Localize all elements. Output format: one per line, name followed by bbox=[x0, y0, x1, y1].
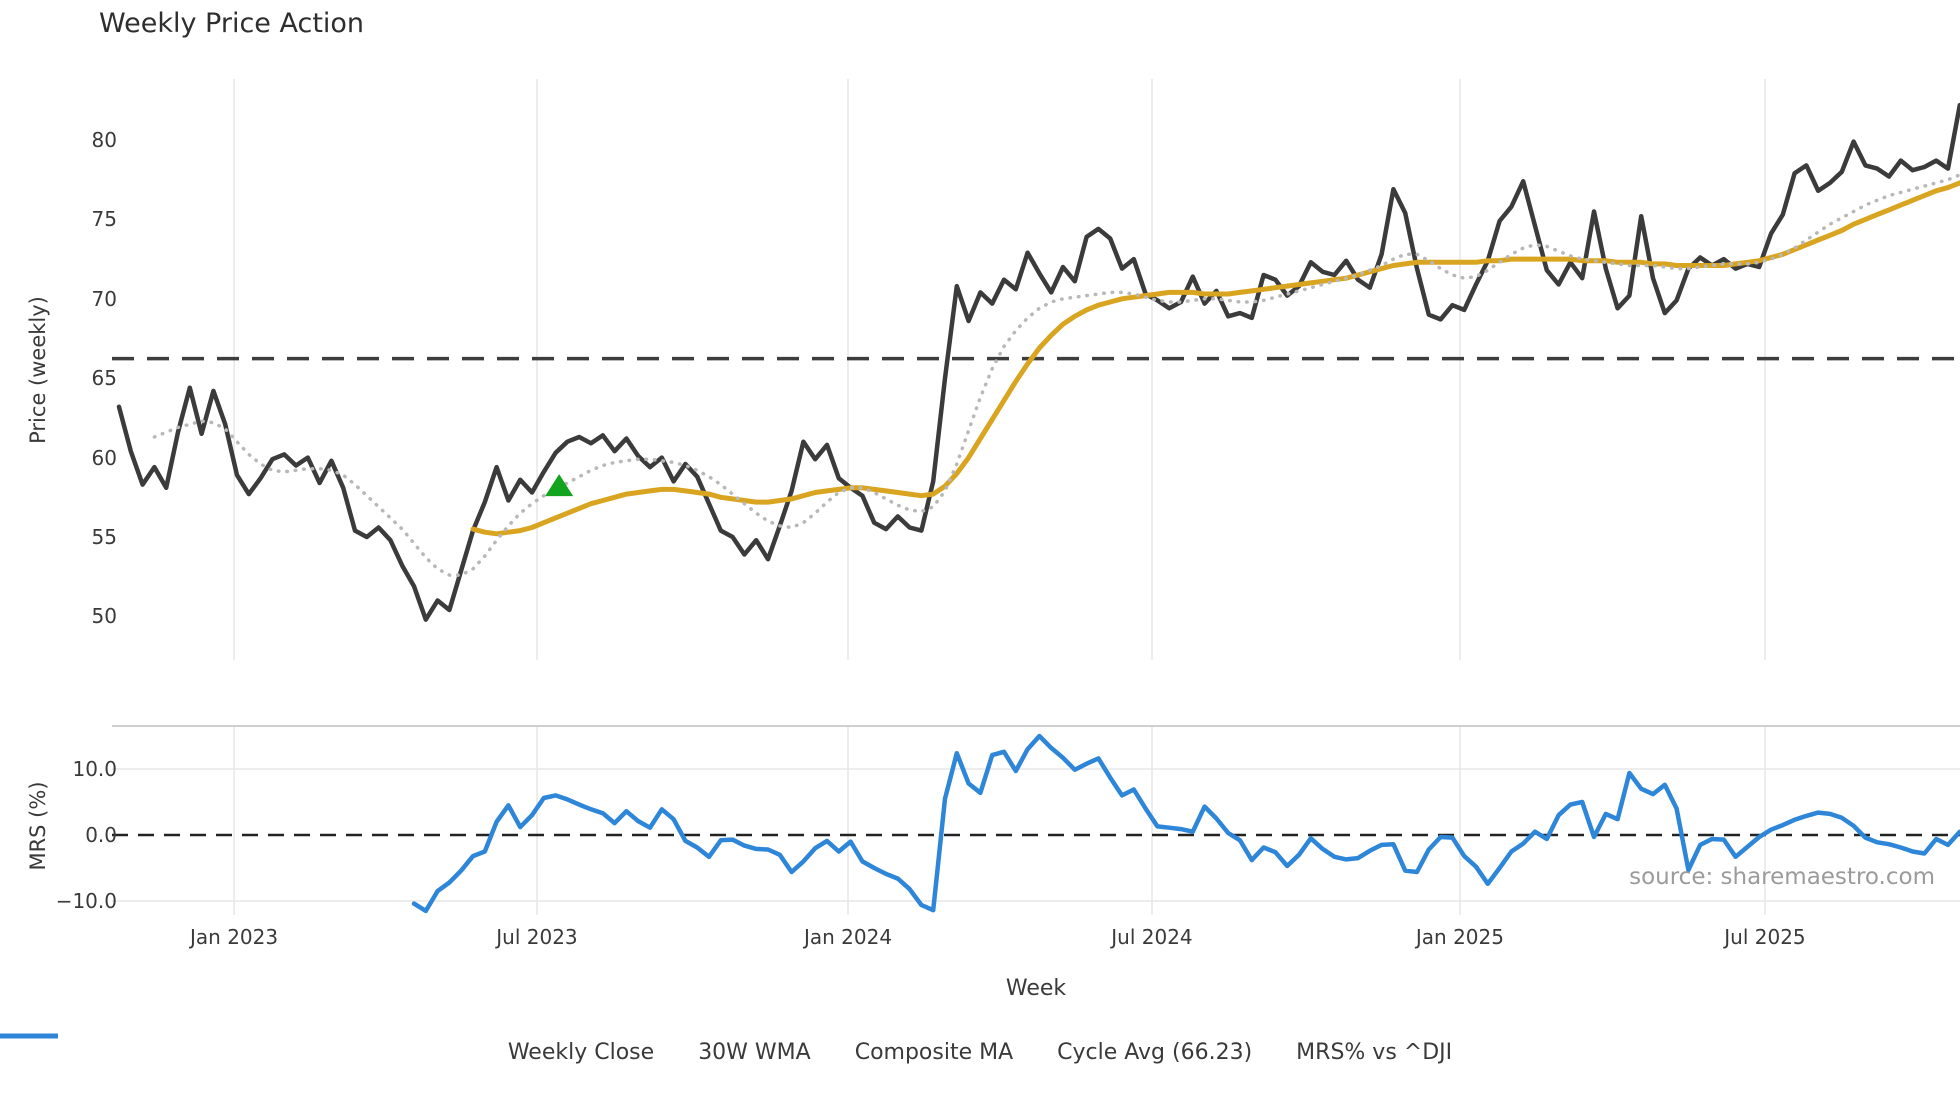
price-y-tick-label: 70 bbox=[91, 286, 117, 311]
x-tick-label: Jul 2025 bbox=[1724, 925, 1806, 949]
mrs-line bbox=[411, 733, 1960, 914]
mrs-y-tick-label: 10.0 bbox=[72, 757, 117, 781]
mrs-y-tick-label: 0.0 bbox=[85, 823, 117, 847]
x-tick-label: Jan 2025 bbox=[1415, 925, 1504, 949]
legend-item-weekly-close: Weekly Close bbox=[0, 1033, 655, 1065]
legend-item-composite-ma: Composite MA bbox=[0, 1034, 1014, 1065]
legend-label: Weekly Close bbox=[507, 1039, 655, 1065]
composite-ma-line bbox=[152, 173, 1960, 577]
legend-label: Cycle Avg (66.23) bbox=[1057, 1039, 1253, 1065]
legend-label: MRS% vs ^DJI bbox=[1296, 1039, 1453, 1065]
price-y-tick-label: 60 bbox=[91, 445, 117, 470]
chart-title: Weekly Price Action bbox=[99, 8, 365, 39]
legend-label: 30W WMA bbox=[698, 1039, 811, 1065]
source-annotation: source: sharemaestro.com bbox=[1629, 864, 1935, 890]
wma-30w-line bbox=[470, 180, 1960, 537]
mrs-y-tick-label: −10.0 bbox=[55, 889, 117, 913]
x-tick-label: Jul 2023 bbox=[496, 925, 578, 949]
mrs-line-swatch-icon bbox=[0, 1033, 58, 1039]
price-y-tick-label: 50 bbox=[91, 604, 117, 629]
legend-item-cycle-avg: Cycle Avg (66.23) bbox=[0, 1034, 1253, 1065]
price-y-tick-label: 80 bbox=[91, 128, 117, 152]
x-tick-label: Jul 2024 bbox=[1111, 925, 1193, 949]
weekly-close-line bbox=[116, 102, 1960, 622]
price-y-tick-label: 55 bbox=[91, 525, 117, 549]
buy-signal-triangle bbox=[545, 474, 574, 497]
legend: Weekly Close 30W WMA Composite MA Cycle … bbox=[0, 1032, 1960, 1072]
legend-label: Composite MA bbox=[854, 1039, 1014, 1065]
price-y-tick-label: 75 bbox=[91, 207, 117, 232]
x-axis-label: Week bbox=[1005, 976, 1067, 1001]
price-y-tick-label: 65 bbox=[91, 366, 117, 391]
x-tick-label: Jan 2024 bbox=[803, 925, 893, 949]
legend-item-30w-wma: 30W WMA bbox=[0, 1033, 811, 1065]
legend-item-mrs: MRS% vs ^DJI bbox=[0, 1033, 1453, 1065]
x-tick-label: Jan 2023 bbox=[190, 925, 279, 949]
